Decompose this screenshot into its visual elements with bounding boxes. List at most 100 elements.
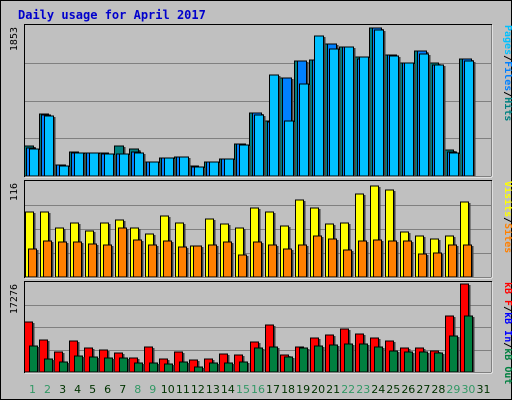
bar-pages-day-22 [344,46,354,177]
bar-kb-out-day-4 [74,355,83,373]
bar-sites-day-25 [388,240,397,278]
bar-kb-out-day-5 [89,356,98,373]
day-label-11: 11 [176,383,190,396]
bar-sites-day-22 [343,249,352,278]
bar-pages-day-26 [404,62,414,177]
bar-sites-day-4 [73,241,82,278]
day-label-4: 4 [74,383,81,396]
day-label-6: 6 [104,383,111,396]
bar-kb-out-day-27 [419,351,428,373]
legend-item: Files [502,61,512,91]
chart-title: Daily usage for April 2017 [18,8,206,22]
bar-kb-out-day-8 [134,362,143,373]
bar-pages-day-5 [89,152,99,177]
legend-item: Pages [502,25,512,55]
bar-kb-out-day-29 [449,335,458,373]
bar-kb-out-day-18 [284,356,293,373]
bar-sites-day-28 [433,252,442,278]
bar-sites-day-3 [58,241,67,278]
bar-kb-out-day-22 [344,343,353,373]
legend: Visits/Sites [502,181,512,253]
legend-item: Sites [502,223,512,253]
day-label-12: 12 [191,383,205,396]
day-label-24: 24 [371,383,385,396]
series-kb-out [29,315,475,373]
bar-pages-day-2 [44,115,54,177]
legend-item: / [502,342,512,348]
panel-kb-f-in-out: 17276 kB F/kB In/kB Out [9,281,512,384]
legend-item: / [502,306,512,312]
day-label-7: 7 [119,383,126,396]
bar-kb-out-day-12 [194,366,203,373]
bar-kb-out-day-25 [389,350,398,373]
series-sites [28,227,474,278]
bar-sites-day-12 [193,245,202,278]
day-label-15: 15 [236,383,250,396]
bar-sites-day-26 [403,240,412,278]
day-label-26: 26 [401,383,415,396]
day-label-1: 1 [29,383,36,396]
bar-pages-day-16 [254,114,264,177]
day-label-5: 5 [89,383,96,396]
day-label-10: 10 [161,383,175,396]
legend: Pages/Files/Hits [502,25,512,121]
bar-pages-day-29 [449,152,459,177]
day-label-16: 16 [251,383,265,396]
bar-pages-day-3 [59,165,69,177]
bar-sites-day-13 [208,244,217,278]
bar-pages-day-9 [149,161,159,177]
bar-pages-day-27 [419,53,429,177]
bar-pages-day-21 [329,48,339,177]
bar-sites-day-21 [328,238,337,278]
bar-sites-day-6 [103,244,112,278]
bar-pages-day-17 [269,74,279,177]
legend-item: Visits [502,181,512,217]
bar-kb-out-day-7 [119,357,128,373]
legend-item: / [502,91,512,97]
bar-kb-out-day-23 [359,343,368,373]
bar-pages-day-6 [104,153,114,177]
bar-sites-day-2 [43,240,52,278]
bar-kb-out-day-13 [209,362,218,373]
bar-sites-day-16 [253,241,262,278]
bar-pages-day-14 [224,158,234,177]
day-axis-labels: 1 2 3 4 5 6 7 8 9 10 11 12 13 14 15 16 17 18 19 20 21 22 23 24 2… [29,383,490,396]
bar-sites-day-23 [358,240,367,278]
day-label-17: 17 [266,383,280,396]
bar-pages-day-7 [119,153,129,177]
bar-pages-day-28 [434,64,444,177]
bar-pages-day-11 [179,156,189,177]
bar-pages-day-20 [314,35,324,177]
bar-sites-day-30 [463,244,472,278]
bar-pages-day-4 [74,152,84,177]
bar-pages-day-1 [29,148,39,177]
panel-visits-sites: 116 Visits/Sites [9,180,512,279]
bar-pages-day-25 [389,55,399,177]
bar-kb-out-day-26 [404,351,413,373]
legend-item: kB Out [502,348,512,384]
day-label-25: 25 [386,383,400,396]
legend-item: / [502,55,512,61]
bar-pages-day-13 [209,161,219,177]
legend-item: / [502,217,512,223]
bar-sites-day-20 [313,235,322,278]
bar-kb-out-day-20 [314,345,323,373]
y-max-label: 17276 [9,284,20,314]
day-label-14: 14 [221,383,235,396]
panel-pages-files-hits: 1853 Pages/Files/Hits [9,24,512,178]
bar-pages-day-18 [284,120,294,177]
bar-kb-out-day-2 [44,358,53,373]
day-label-29: 29 [446,383,460,396]
legend-item: Hits [502,97,512,121]
bar-kb-out-day-11 [179,361,188,373]
day-label-31: 31 [476,383,490,396]
day-label-30: 30 [461,383,475,396]
series-pages [29,29,476,177]
bar-sites-day-19 [298,244,307,278]
bar-kb-out-day-1 [29,345,38,373]
bar-sites-day-14 [223,241,232,278]
bar-pages-day-8 [134,152,144,177]
bar-kb-out-day-30 [464,315,473,373]
